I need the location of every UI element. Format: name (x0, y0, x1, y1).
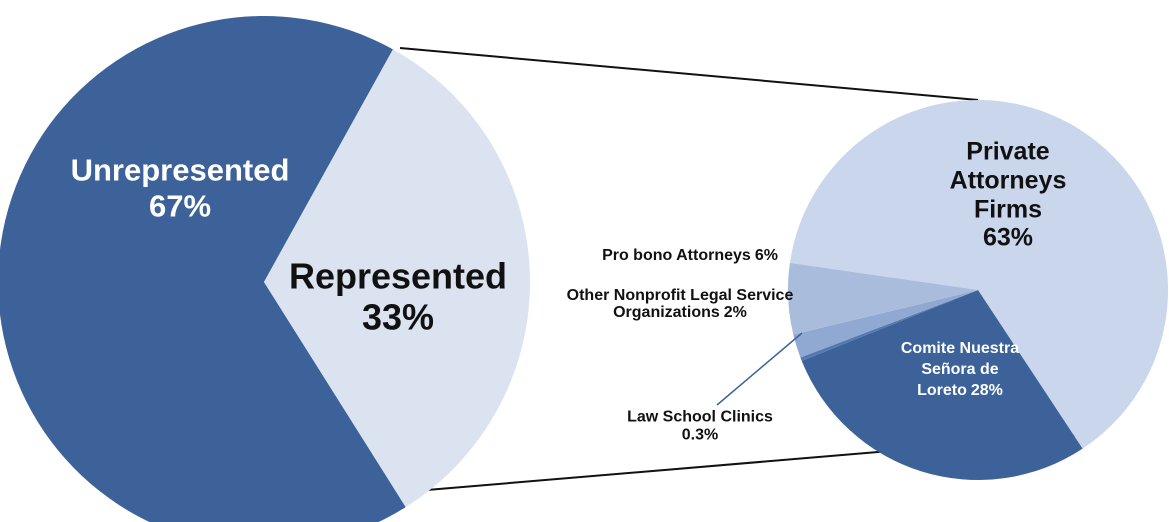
value-label: 33% (361, 297, 435, 338)
pie-slice (787, 262, 978, 335)
value-label: 6% (754, 246, 778, 264)
category-label: Private Attorneys Firms (949, 137, 1067, 224)
value-label: 67% (148, 188, 212, 223)
value-label: 28% (970, 381, 1003, 399)
leader-line (716, 332, 803, 406)
pie-slice (800, 290, 978, 361)
pie-slice (264, 49, 530, 508)
category-label: Represented (288, 255, 508, 297)
slice-label: Private Attorneys Firms 63% (928, 138, 1088, 253)
slice-label: Unrepresented 67% (71, 152, 290, 223)
category-label: Unrepresented (70, 152, 290, 188)
pie-slice (793, 290, 978, 358)
category-label: Pro bono Attorneys (602, 246, 751, 264)
value-label: 2% (723, 304, 747, 321)
value-label: 63% (982, 223, 1034, 252)
value-label: 0.3% (681, 427, 719, 444)
pie-slice (789, 100, 1168, 449)
category-label: Law School Clinics (627, 408, 773, 426)
connector-line (399, 47, 979, 101)
pie-slice (801, 290, 1083, 481)
slice-label: Law School Clinics 0.3% (600, 409, 800, 446)
slice-label: Pro bono Attorneys 6% (602, 247, 778, 265)
slice-label: Represented 33% (289, 256, 507, 339)
category-label: Other Nonprofit Legal Service Organizati… (566, 287, 794, 321)
slice-label: Other Nonprofit Legal Service Organizati… (535, 287, 825, 322)
slice-label: Comite Nuestra Señora de Loreto 28% (900, 339, 1020, 401)
pies (0, 16, 1168, 522)
category-label: Comite Nuestra Señora de Loreto (900, 339, 1020, 399)
pie-slice (0, 16, 406, 522)
